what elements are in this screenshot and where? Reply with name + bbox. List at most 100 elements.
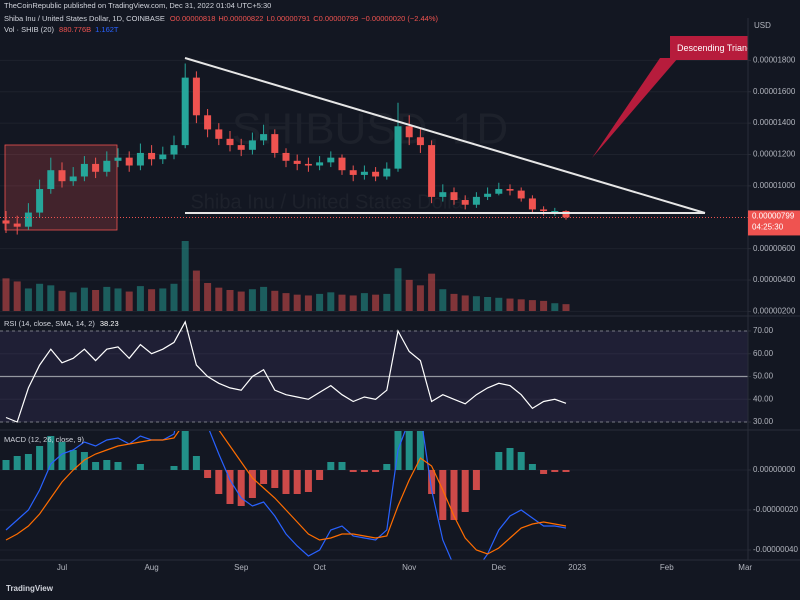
rsi-pane xyxy=(5,320,567,423)
candle-body xyxy=(372,171,380,177)
volume-bar xyxy=(461,295,469,311)
volume-ma-value: 1.162T xyxy=(95,25,119,34)
candle-body xyxy=(103,160,111,172)
candle-body xyxy=(170,145,178,155)
volume-bar xyxy=(69,292,77,311)
macd-histogram-bar xyxy=(226,470,234,504)
y-tick-label: 60.00 xyxy=(753,349,774,358)
volume-bar xyxy=(551,303,559,311)
range-box xyxy=(4,144,118,231)
x-tick-label: Sep xyxy=(234,563,249,572)
volume-title: Vol · SHIB (20) xyxy=(4,25,55,34)
volume-bar xyxy=(260,286,268,311)
volume-bar xyxy=(439,289,447,311)
macd-histogram-bar xyxy=(237,470,245,506)
macd-histogram-bar xyxy=(24,454,32,470)
symbol-legend: Shiba Inu / United States Dollar, 1D, CO… xyxy=(4,14,439,23)
volume-bar xyxy=(416,285,424,311)
y-axis-label: USD xyxy=(754,21,771,30)
y-tick-label: 30.00 xyxy=(753,417,774,426)
volume-bar xyxy=(2,278,10,311)
macd-histogram-bar xyxy=(92,462,100,470)
price-pane xyxy=(0,63,748,311)
candle-body xyxy=(293,160,301,164)
macd-histogram-bar xyxy=(248,470,256,498)
volume-bar xyxy=(506,298,514,311)
candle-body xyxy=(383,168,391,177)
volume-bar xyxy=(92,290,100,311)
volume-bar xyxy=(349,295,357,311)
volume-bar xyxy=(383,293,391,311)
macd-histogram-bar xyxy=(495,452,503,470)
candle-body xyxy=(148,152,156,160)
macd-histogram-bar xyxy=(282,470,290,494)
candle-body xyxy=(450,192,458,201)
volume-bar xyxy=(450,293,458,311)
macd-histogram-bar xyxy=(405,431,413,470)
y-tick-label: -0.00000020 xyxy=(753,505,798,514)
macd-histogram-bar xyxy=(360,470,368,472)
volume-bar xyxy=(360,293,368,311)
candle-body xyxy=(58,170,66,182)
candle-body xyxy=(13,223,21,227)
y-tick-label: 0.00000000 xyxy=(753,465,796,474)
candle-body xyxy=(136,152,144,166)
macd-histogram-bar xyxy=(528,464,536,470)
ohlc-open: O0.00000818 xyxy=(170,14,215,23)
publisher: TheCoinRepublic published on TradingView… xyxy=(4,1,271,10)
ohlc-change: −0.00000020 (−2.44%) xyxy=(361,14,438,23)
y-tick-label: 70.00 xyxy=(753,326,774,335)
macd-histogram-bar xyxy=(181,431,189,470)
macd-histogram-bar xyxy=(80,452,88,470)
volume-value: 880.776B xyxy=(59,25,91,34)
annotation-box xyxy=(670,36,748,60)
candle-body xyxy=(540,209,548,212)
volume-bar xyxy=(495,297,503,311)
macd-histogram-bar xyxy=(383,464,391,470)
y-tick-label: 50.00 xyxy=(753,372,774,381)
candle-body xyxy=(260,134,268,141)
volume-bar xyxy=(103,286,111,311)
candle-body xyxy=(360,171,368,175)
volume-bar xyxy=(528,300,536,311)
candle-body xyxy=(562,211,570,218)
y-tick-label: 0.00000400 xyxy=(753,275,796,284)
ohlc-close: C0.00000799 xyxy=(313,14,358,23)
macd-histogram-bar xyxy=(439,470,447,520)
volume-bar xyxy=(562,304,570,311)
annotation: Descending Triangle xyxy=(670,36,748,60)
volume-bar xyxy=(327,292,335,311)
footer-logo: TradingView xyxy=(6,584,54,593)
candle-body xyxy=(2,220,10,224)
candle-body xyxy=(125,157,133,166)
volume-bar xyxy=(24,288,32,311)
macd-histogram-bar xyxy=(506,448,514,470)
volume-bar xyxy=(394,268,402,311)
volume-bar xyxy=(47,285,55,311)
candle-body xyxy=(192,77,200,116)
candle-body xyxy=(248,140,256,150)
volume-bar xyxy=(248,289,256,311)
candle-body xyxy=(159,154,167,160)
x-tick-label: Mar xyxy=(738,563,752,572)
volume-bar xyxy=(517,299,525,311)
volume-legend: Vol · SHIB (20) 880.776B 1.162T xyxy=(4,25,119,34)
volume-bar xyxy=(148,289,156,311)
volume-bar xyxy=(372,294,380,311)
rsi-title: RSI (14, close, SMA, 14, 2) xyxy=(4,319,95,328)
y-tick-label: 0.00000200 xyxy=(753,307,796,316)
macd-histogram-bar xyxy=(304,470,312,492)
macd-histogram-bar xyxy=(293,470,301,494)
candle-body xyxy=(226,138,234,146)
candle-body xyxy=(114,157,122,161)
candle-body xyxy=(439,192,447,197)
x-tick-label: Dec xyxy=(492,563,506,572)
volume-bar xyxy=(293,294,301,311)
volume-bar xyxy=(237,291,245,311)
macd-line xyxy=(5,431,567,560)
macd-histogram-bar xyxy=(47,436,55,470)
axes: 0.00000200 0.00000400 0.00000600 0.00001000… xyxy=(57,55,800,572)
volume-bar xyxy=(226,290,234,311)
candle-body xyxy=(69,176,77,182)
volume-bar xyxy=(215,287,223,311)
